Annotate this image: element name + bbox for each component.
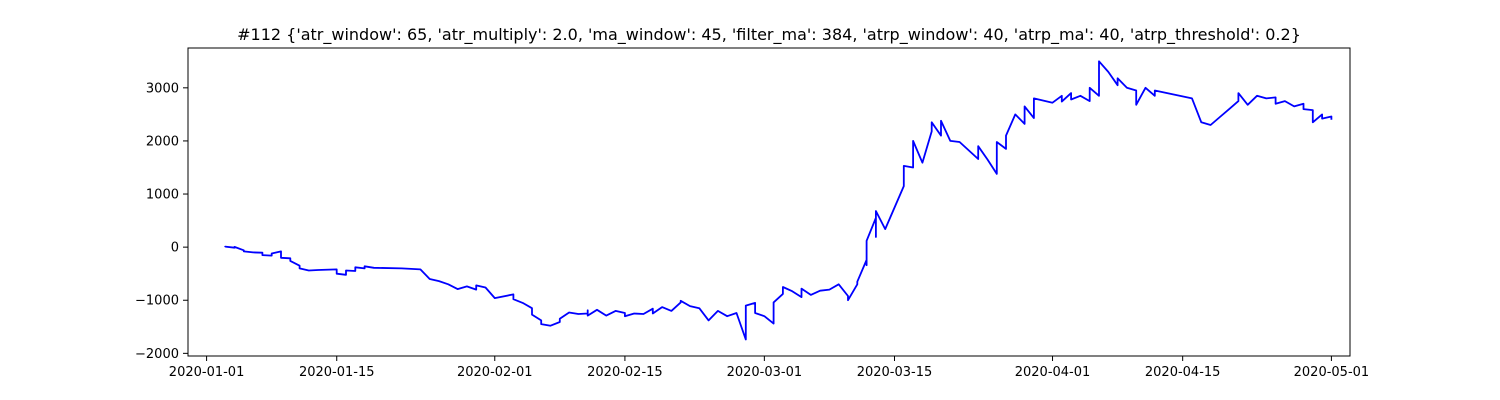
y-tick-label: 2000 <box>146 134 179 149</box>
y-tick-label: 3000 <box>146 81 179 96</box>
x-tick-label: 2020-02-01 <box>457 365 533 380</box>
y-tick-label: 1000 <box>146 188 179 203</box>
y-tick-label: −1000 <box>135 294 179 309</box>
x-axis: 2020-01-01 2020-01-15 2020-02-01 2020-02-15… <box>169 356 1369 380</box>
x-tick-label: 2020-03-15 <box>857 365 933 380</box>
y-tick-label: −2000 <box>135 347 179 362</box>
x-tick-label: 2020-02-15 <box>587 365 663 380</box>
chart-title: #112 {'atr_window': 65, 'atr_multiply': … <box>237 25 1301 45</box>
equity-curve-line <box>224 60 1333 341</box>
x-tick-label: 2020-05-01 <box>1294 365 1370 380</box>
y-axis: −2000 −1000 0 1000 2000 3000 <box>135 81 188 362</box>
x-tick-label: 2020-01-15 <box>299 365 375 380</box>
x-tick-label: 2020-04-15 <box>1145 365 1221 380</box>
x-tick-label: 2020-01-01 <box>169 365 245 380</box>
y-tick-label: 0 <box>171 241 179 256</box>
plot-area-frame <box>187 47 1351 357</box>
x-tick-label: 2020-03-01 <box>727 365 803 380</box>
x-tick-label: 2020-04-01 <box>1015 365 1091 380</box>
